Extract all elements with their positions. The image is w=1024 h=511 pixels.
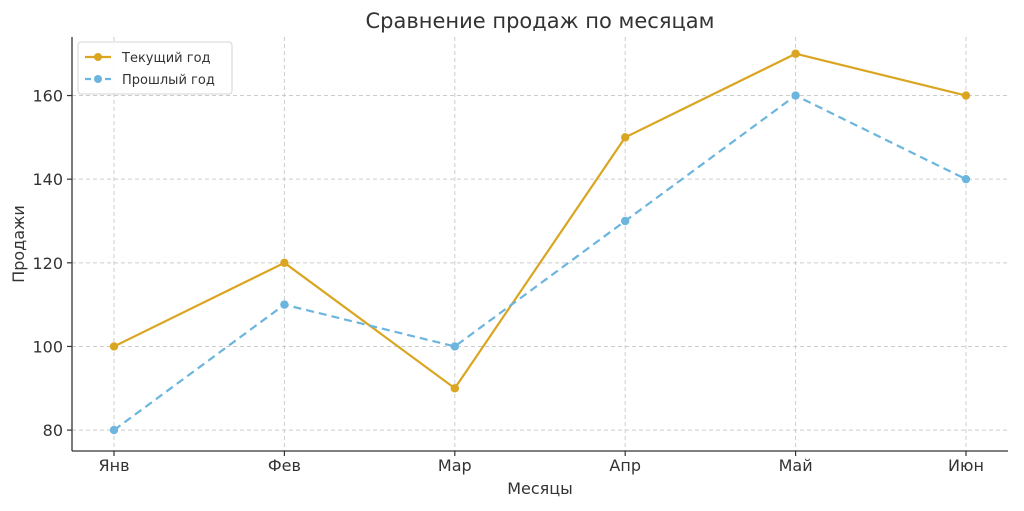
series-2-point — [961, 174, 971, 184]
legend-box — [77, 41, 233, 95]
y-tick-label: 140 — [32, 170, 63, 189]
series-layer — [109, 49, 971, 435]
series-2-point — [109, 425, 119, 435]
legend-marker-2 — [94, 75, 102, 83]
series-1-point — [961, 91, 971, 100]
x-tick-label: Фев — [268, 456, 301, 475]
y-tick-label: 100 — [32, 337, 63, 356]
x-axis-ticks: Янв Фев Мар Апр Май Июн — [98, 451, 984, 475]
series-2-point — [791, 91, 800, 100]
series-2-point — [280, 300, 289, 309]
y-tick-label: 120 — [32, 254, 63, 273]
series-1-point — [450, 384, 459, 393]
x-tick-label: Янв — [98, 456, 129, 475]
y-tick-label: 160 — [32, 87, 63, 106]
y-tick-label: 80 — [43, 421, 63, 440]
legend-label-2: Прошлый год — [122, 73, 215, 88]
series-2-point — [621, 216, 630, 226]
x-tick-label: Июн — [948, 456, 984, 475]
y-axis-ticks: 80 100 120 140 160 — [32, 87, 72, 440]
x-grid — [113, 37, 967, 451]
series-1-point — [280, 258, 289, 268]
x-tick-label: Май — [779, 456, 813, 475]
series-2-point — [450, 342, 459, 351]
y-grid — [72, 95, 1008, 431]
x-tick-label: Мар — [438, 456, 472, 475]
series-line-2 — [113, 94, 967, 431]
x-tick-label: Апр — [609, 456, 641, 475]
series-1-point — [109, 342, 119, 351]
series-line-1 — [113, 52, 967, 390]
legend: Текущий год Прошлый год — [77, 41, 233, 95]
series-1-point — [791, 49, 800, 58]
legend-marker-1 — [94, 53, 102, 61]
y-axis-label: Продажи — [9, 205, 28, 283]
legend-label-1: Текущий год — [121, 51, 211, 66]
x-axis-label: Месяцы — [507, 479, 573, 498]
series-1-point — [621, 133, 630, 142]
chart-title: Сравнение продаж по месяцам — [366, 9, 715, 33]
